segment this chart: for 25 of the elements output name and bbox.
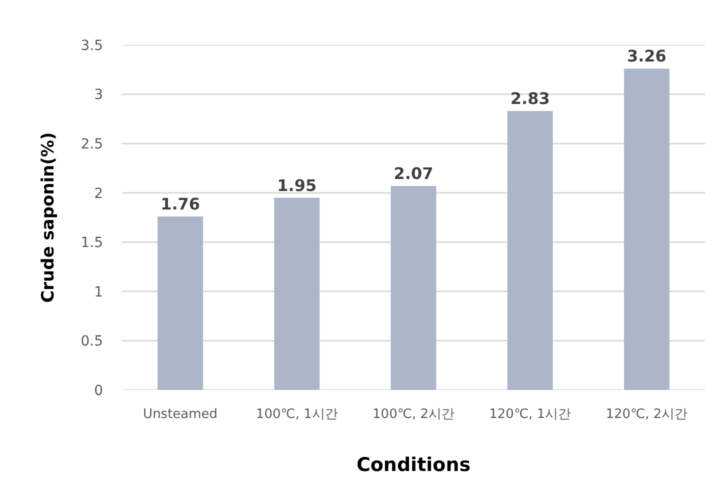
y-tick-label: 2.5 [80, 136, 103, 152]
x-axis-title: Conditions [356, 454, 471, 476]
bar [507, 111, 553, 390]
x-tick-label: 100℃, 2시간 [372, 407, 454, 422]
x-tick-label: 120℃, 1시간 [489, 407, 572, 422]
bar [274, 198, 320, 390]
data-label: 2.07 [394, 164, 434, 183]
y-tick-label: 3.5 [80, 38, 103, 54]
x-tick-label: Unsteamed [143, 407, 218, 422]
y-tick-label: 0 [94, 382, 103, 399]
y-tick-label: 2 [94, 186, 103, 202]
y-tick-label: 3 [94, 87, 103, 104]
y-axis-title: Crude saponin(%) [38, 132, 58, 303]
y-tick-label: 0.5 [80, 334, 103, 350]
data-label: 3.26 [626, 46, 666, 66]
bar [390, 186, 436, 390]
data-label: 2.83 [510, 89, 550, 108]
data-label: 1.76 [160, 194, 200, 214]
y-tick-label: 1.5 [80, 235, 103, 252]
bar [158, 216, 204, 390]
y-tick-label: 1 [94, 284, 103, 300]
x-tick-label: 100℃, 1시간 [256, 407, 338, 422]
bar [624, 68, 670, 390]
x-tick-label: 120℃, 2시간 [606, 407, 688, 422]
data-label: 1.95 [277, 176, 317, 195]
